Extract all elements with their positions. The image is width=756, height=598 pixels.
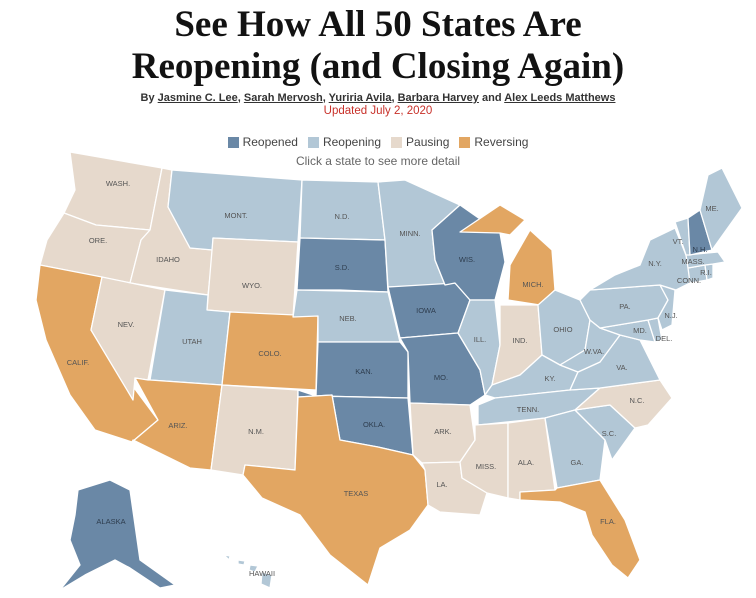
state-label-al: ALA. [518, 458, 534, 467]
state-label-il: ILL. [474, 335, 487, 344]
state-tx[interactable] [242, 394, 429, 586]
state-label-nv: NEV. [118, 320, 135, 329]
state-label-in: IND. [513, 336, 528, 345]
state-fl[interactable] [519, 479, 641, 579]
legend: Reopened Reopening Pausing Reversing [0, 135, 756, 149]
headline-line-2: Reopening (and Closing Again) [131, 46, 625, 87]
state-label-ri: R.I. [700, 268, 712, 277]
state-label-az: ARIZ. [168, 421, 187, 430]
state-label-hi: HAWAII [249, 569, 275, 578]
legend-swatch [307, 136, 319, 148]
byline-conjunction: and [481, 92, 502, 104]
state-ak[interactable] [59, 479, 176, 591]
state-ga[interactable] [544, 409, 606, 489]
state-nd[interactable] [299, 179, 386, 241]
state-label-de: DEL. [656, 334, 673, 343]
legend-swatch [391, 136, 403, 148]
state-label-tx: TEXAS [344, 489, 369, 498]
legend-item-pausing[interactable]: Pausing [391, 135, 449, 149]
state-label-ga: GA. [571, 458, 584, 467]
state-label-ky: KY. [544, 374, 555, 383]
state-label-nj: N.J. [664, 311, 677, 320]
state-wy[interactable] [206, 237, 299, 318]
legend-label: Reversing [474, 135, 529, 149]
author-link[interactable]: Jasmine C. Lee [157, 92, 238, 104]
state-label-nh: N.H. [693, 245, 708, 254]
legend-label: Reopening [322, 135, 382, 149]
state-ny[interactable] [589, 227, 691, 291]
state-label-ny: N.Y. [648, 259, 662, 268]
state-hi[interactable] [223, 554, 273, 589]
state-label-ut: UTAH [182, 337, 202, 346]
author-link[interactable]: Alex Leeds Matthews [504, 92, 616, 104]
state-label-sd: S.D. [335, 263, 350, 272]
state-label-ks: KAN. [355, 367, 373, 376]
state-label-oh: OHIO [553, 325, 572, 334]
state-label-ok: OKLA. [363, 420, 385, 429]
updated-timestamp: Updated July 2, 2020 [323, 105, 433, 117]
state-label-wy: WYO. [242, 281, 262, 290]
author-link[interactable]: Sarah Mervosh [243, 92, 323, 104]
author-link[interactable]: Barbara Harvey [397, 92, 479, 104]
state-label-me: ME. [705, 204, 718, 213]
state-label-fl: FLA. [600, 517, 616, 526]
state-label-ca: CALIF. [67, 358, 90, 367]
state-label-id: IDAHO [156, 255, 180, 264]
state-label-mo: MO. [434, 373, 448, 382]
state-ma[interactable] [685, 251, 726, 269]
state-label-mn: MINN. [399, 229, 420, 238]
state-label-ct: CONN. [677, 276, 701, 285]
state-label-ia: IOWA [416, 306, 436, 315]
state-label-ak: ALASKA [96, 517, 125, 526]
state-label-wv: W.VA. [584, 347, 604, 356]
author-link[interactable]: Yuriria Avila [328, 92, 392, 104]
state-label-tn: TENN. [517, 405, 540, 414]
state-label-vt: VT. [673, 237, 684, 246]
state-ks[interactable] [315, 341, 409, 399]
state-label-wi: WIS. [459, 255, 475, 264]
legend-item-reopening[interactable]: Reopening [307, 135, 382, 149]
byline: By Jasmine C. Lee, Sarah Mervosh, Yuriri… [140, 92, 616, 104]
state-label-mi: MICH. [522, 280, 543, 289]
legend-swatch [227, 136, 239, 148]
state-label-or: ORE. [89, 236, 107, 245]
state-label-sc: S.C. [602, 429, 617, 438]
legend-swatch [459, 136, 471, 148]
state-label-wa: WASH. [106, 179, 130, 188]
state-label-la: LA. [436, 480, 447, 489]
state-label-ne: NEB. [339, 314, 357, 323]
legend-item-reversing[interactable]: Reversing [459, 135, 528, 149]
state-me[interactable] [699, 167, 743, 251]
state-label-nm: N.M. [248, 427, 264, 436]
state-label-pa: PA. [619, 302, 631, 311]
state-label-ms: MISS. [476, 462, 496, 471]
headline-line-1: See How All 50 States Are [174, 4, 582, 45]
state-label-va: VA. [616, 363, 628, 372]
legend-label: Pausing [406, 135, 450, 149]
state-label-nc: N.C. [630, 396, 645, 405]
legend-item-reopened[interactable]: Reopened [227, 135, 298, 149]
state-label-ma: MASS. [681, 257, 704, 266]
state-label-co: COLO. [258, 349, 281, 358]
state-label-mt: MONT. [224, 211, 247, 220]
map-hint: Click a state to see more detail [295, 154, 461, 168]
state-labels: WASH. ORE. CALIF. IDAHO NEV. MONT. WYO. … [67, 179, 719, 578]
state-mt[interactable] [167, 169, 303, 251]
state-label-ar: ARK. [434, 427, 452, 436]
byline-prefix: By [140, 92, 155, 104]
headline: See How All 50 States Are Reopening (and… [0, 4, 756, 88]
state-label-md: MD. [633, 326, 647, 335]
legend-label: Reopened [242, 135, 298, 149]
state-label-nd: N.D. [335, 212, 350, 221]
state-shapes [35, 151, 743, 591]
